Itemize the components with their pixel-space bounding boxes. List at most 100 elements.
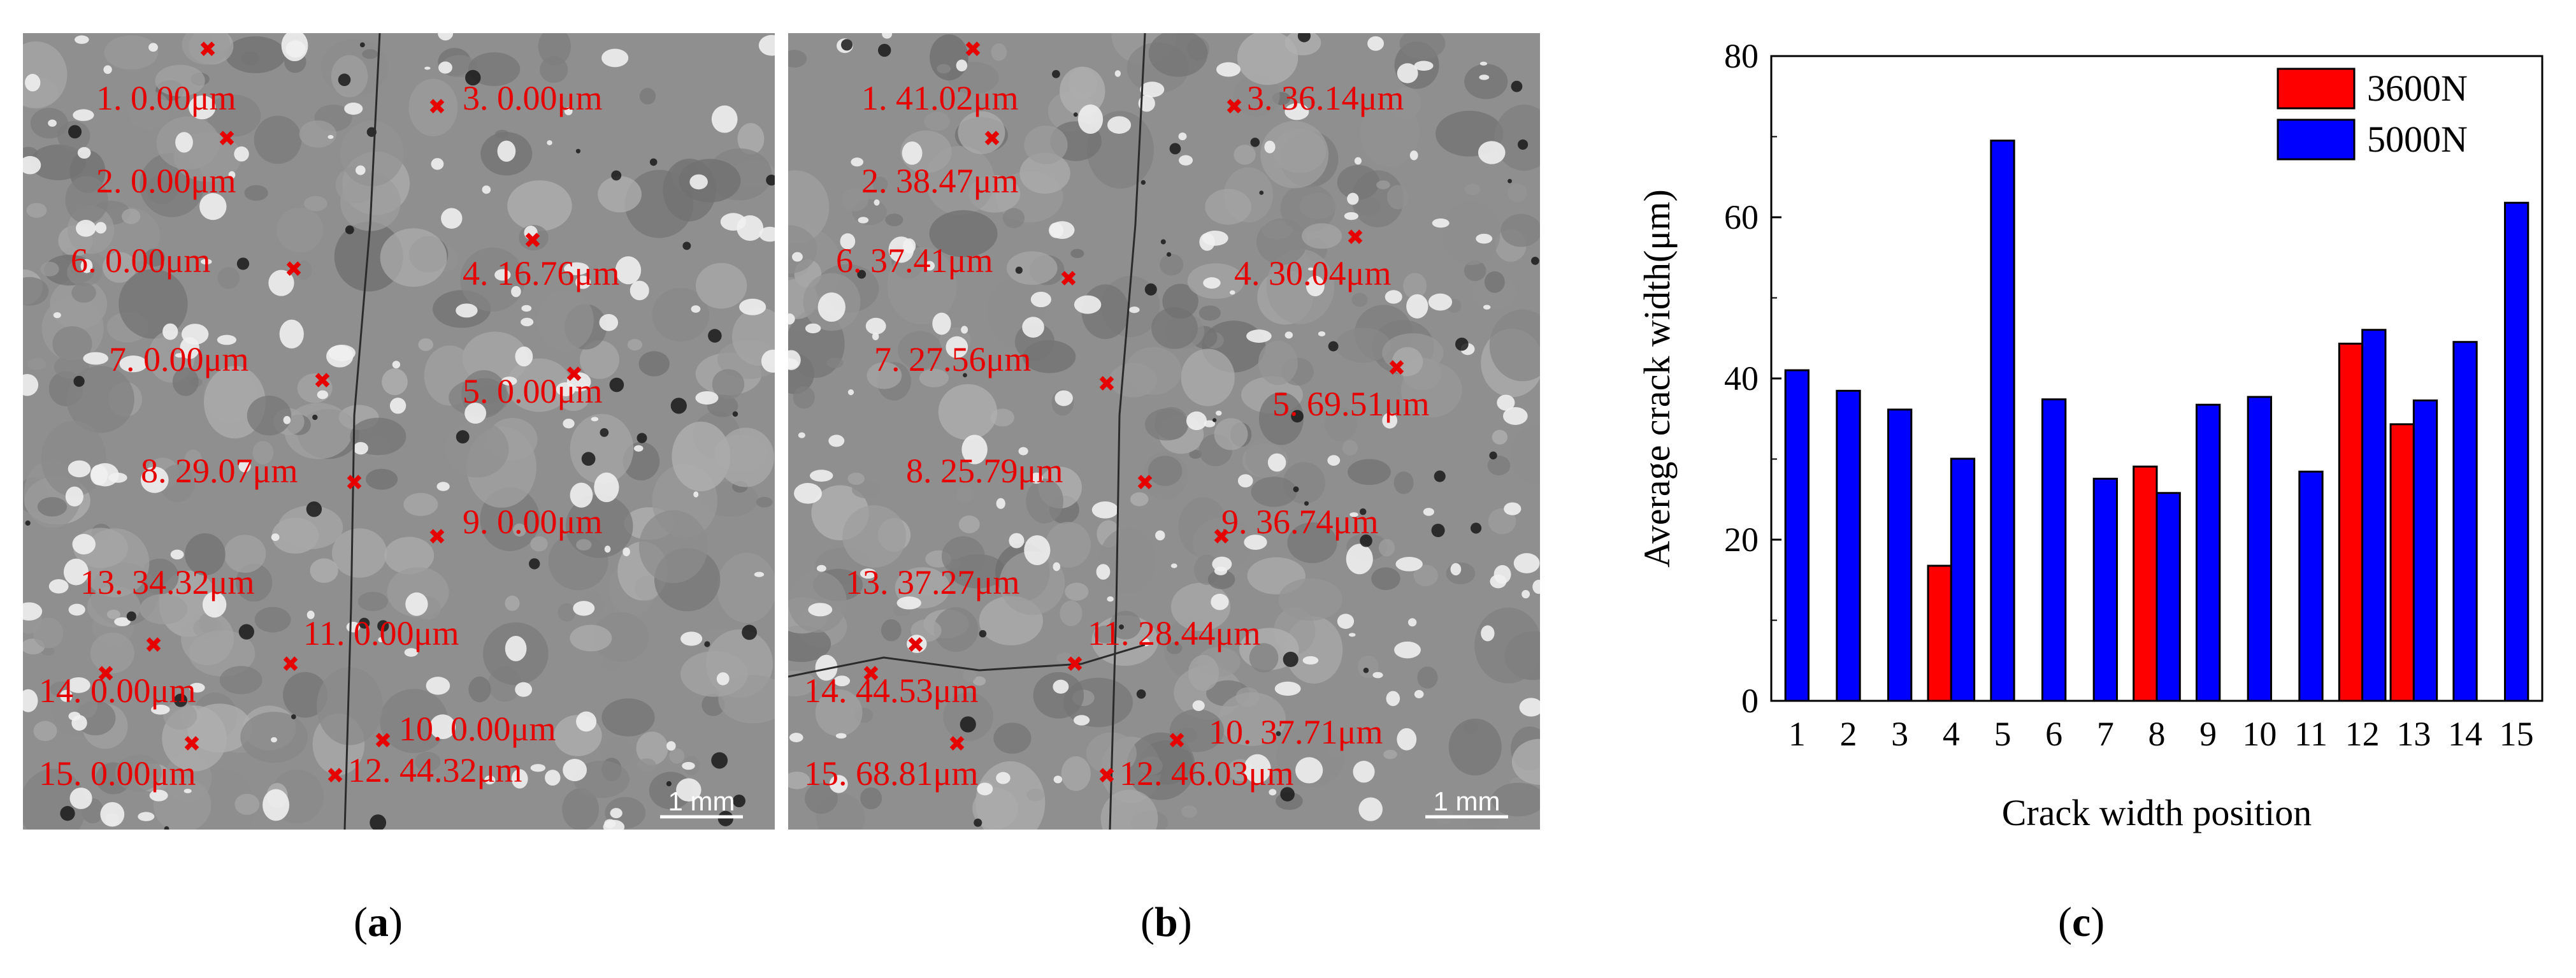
crack-line-branch — [788, 644, 1146, 678]
micrograph-b-svg: 1. 41.02μm✖2. 38.47μm✖3. 36.14μm✖4. 30.0… — [788, 33, 1540, 830]
crack-label: 5. 0.00μm — [463, 372, 602, 410]
micrograph-panel-a: 1. 0.00μm ✖ 2. 0.00μm ✖ 3. 0.00μm ✖ 4. 16.76μm… — [23, 33, 775, 830]
legend-label: 3600N — [2367, 68, 2468, 109]
bar-5000n — [2361, 329, 2387, 702]
x-tick-label: 9 — [2199, 715, 2217, 753]
caption-b-letter: b — [1154, 899, 1178, 946]
x-tick-label: 13 — [2396, 715, 2431, 753]
bar-5000n — [2196, 403, 2221, 702]
x-tick-label: 4 — [1943, 715, 1960, 753]
crack-marker-icon: ✖ — [862, 661, 881, 687]
crack-marker-icon: ✖ — [1098, 763, 1116, 789]
bar-3600n — [1927, 565, 1952, 702]
crack-marker-icon: ✖ — [285, 257, 303, 282]
scale-bar-label: 1 mm — [668, 786, 735, 816]
micrograph-panel-b: 1. 41.02μm ✖ 2. 38.47μm ✖ 3. 36.14μm ✖ 4. 30.0… — [788, 33, 1540, 830]
crack-marker-icon: ✖ — [199, 37, 217, 62]
crack-label: 11. 28.44μm — [1088, 614, 1260, 652]
x-tick-label: 6 — [2045, 715, 2062, 753]
micrograph-a-svg: 1. 0.00μm✖2. 0.00μm✖3. 0.00μm✖4. 16.76μm… — [23, 33, 775, 830]
bar-5000n — [2412, 399, 2438, 702]
crack-label: 3. 36.14μm — [1247, 79, 1404, 117]
crack-label: 13. 34.32μm — [80, 563, 254, 601]
bar-3600n — [2338, 342, 2364, 702]
crack-marker-icon: ✖ — [374, 728, 392, 754]
crack-label: 13. 37.27μm — [845, 563, 1019, 601]
crack-label: 12. 44.32μm — [348, 751, 522, 789]
crack-label: 7. 27.56μm — [874, 340, 1031, 378]
legend-swatch — [2277, 68, 2356, 110]
crack-label: 6. 37.41μm — [836, 241, 993, 280]
bar-5000n — [2452, 341, 2478, 702]
bar-5000n — [1784, 369, 1810, 702]
crack-marker-icon: ✖ — [1098, 371, 1116, 397]
crack-label: 2. 0.00μm — [96, 162, 236, 200]
crack-marker-icon: ✖ — [1168, 728, 1186, 754]
crack-label: 9. 36.74μm — [1221, 503, 1378, 541]
x-tick-label: 8 — [2148, 715, 2166, 753]
bar-5000n — [2092, 477, 2118, 702]
bar-5000n — [2247, 396, 2272, 702]
crack-label: 11. 0.00μm — [303, 614, 459, 652]
crack-marker-icon: ✖ — [145, 633, 163, 658]
y-tick-label: 40 — [1724, 359, 1759, 398]
micrograph-texture — [788, 33, 1540, 830]
crack-label: 9. 0.00μm — [463, 503, 602, 541]
crack-marker-icon: ✖ — [97, 661, 115, 687]
x-tick-label: 2 — [1840, 715, 1857, 753]
crack-marker-icon: ✖ — [983, 126, 1002, 152]
crack-marker-icon: ✖ — [1225, 94, 1244, 120]
crack-label: 14. 0.00μm — [39, 672, 196, 710]
crack-label: 8. 25.79μm — [906, 452, 1063, 490]
crack-label: 1. 0.00μm — [96, 79, 236, 117]
crack-label: 15. 0.00μm — [39, 754, 196, 793]
crack-marker-icon: ✖ — [1346, 225, 1365, 250]
y-tick-label: 0 — [1741, 682, 1759, 720]
crack-label: 14. 44.53μm — [804, 672, 978, 710]
legend-swatch — [2277, 119, 2356, 161]
bar-3600n — [2133, 465, 2158, 702]
crack-marker-icon: ✖ — [282, 652, 300, 677]
crack-marker-icon: ✖ — [326, 763, 345, 789]
caption-b: (b) — [1140, 899, 1192, 946]
y-tick-label: 60 — [1724, 198, 1759, 236]
bar-5000n — [2298, 470, 2324, 702]
crack-marker-icon: ✖ — [183, 731, 201, 757]
y-tick-label: 20 — [1724, 521, 1759, 559]
crack-marker-icon: ✖ — [907, 633, 925, 658]
crack-marker-icon: ✖ — [428, 524, 447, 550]
crack-label: 1. 41.02μm — [861, 79, 1018, 117]
crack-label: 7. 0.00μm — [109, 340, 248, 378]
crack-label: 4. 16.76μm — [463, 254, 619, 292]
crack-line — [1109, 33, 1146, 830]
x-tick-label: 12 — [2345, 715, 2380, 753]
x-tick-label: 1 — [1788, 715, 1806, 753]
crack-marker-icon: ✖ — [313, 368, 332, 394]
caption-a: (a) — [354, 899, 403, 946]
crack-marker-icon: ✖ — [964, 37, 982, 62]
caption-a-letter: a — [367, 899, 389, 946]
legend-label: 5000N — [2367, 119, 2468, 160]
crack-marker-icon: ✖ — [218, 126, 236, 152]
bar-5000n — [2504, 201, 2529, 702]
crack-marker-icon: ✖ — [524, 228, 542, 254]
crack-label: 6. 0.00μm — [71, 241, 210, 280]
crack-label: 3. 0.00μm — [463, 79, 602, 117]
crack-label: 10. 0.00μm — [399, 710, 556, 748]
scale-bar-label: 1 mm — [1434, 786, 1500, 816]
crack-marker-icon: ✖ — [565, 362, 584, 387]
crack-marker-icon: ✖ — [1388, 356, 1406, 381]
bar-3600n — [2389, 423, 2415, 702]
x-tick-label: 11 — [2294, 715, 2328, 753]
crack-label: 4. 30.04μm — [1234, 254, 1391, 292]
x-tick-label: 10 — [2242, 715, 2277, 753]
crack-label: 15. 68.81μm — [804, 754, 978, 793]
x-tick-label: 5 — [1994, 715, 2011, 753]
crack-marker-icon: ✖ — [948, 731, 967, 757]
caption-c: (c) — [2058, 899, 2105, 946]
crack-marker-icon: ✖ — [428, 94, 447, 120]
x-tick-label: 15 — [2500, 715, 2534, 753]
x-axis-label: Crack width position — [2002, 792, 2312, 833]
crack-marker-icon: ✖ — [1136, 470, 1155, 496]
caption-c-letter: c — [2071, 899, 2091, 946]
